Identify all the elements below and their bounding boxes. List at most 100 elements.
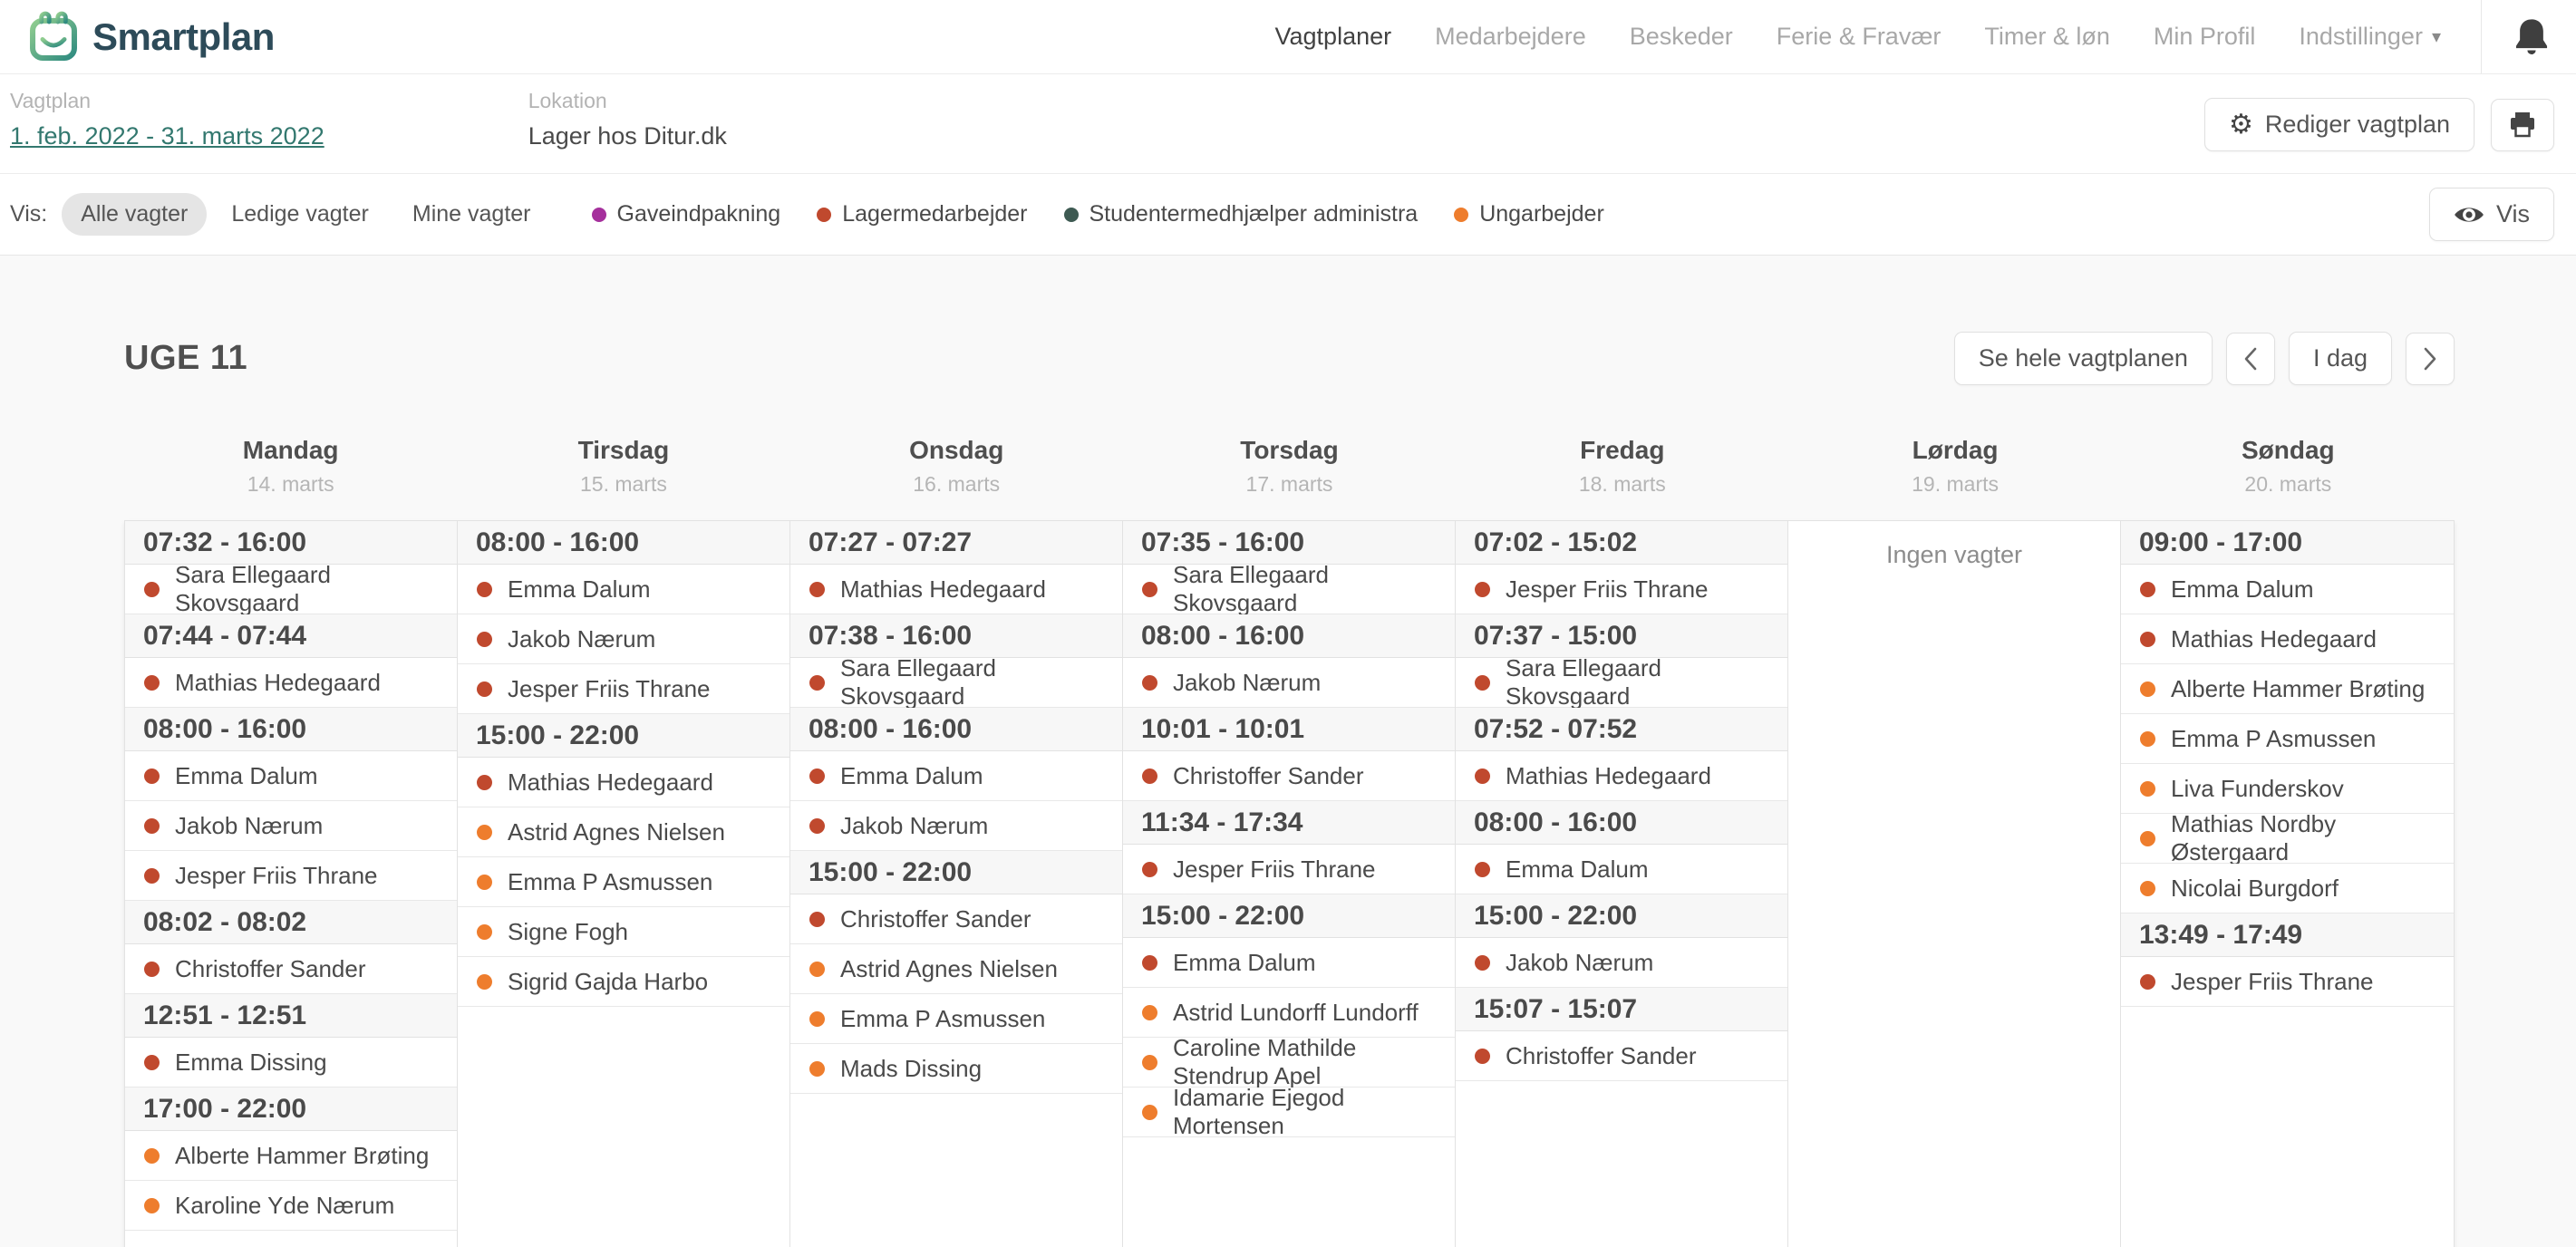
shift-person-row-jesper-friis-thrane[interactable]: Jesper Friis Thrane <box>125 851 457 901</box>
see-full-plan-button[interactable]: Se hele vagtplanen <box>1953 332 2213 385</box>
legend-item-studentermedhjaelper-administra[interactable]: Studentermedhjælper administra <box>1063 201 1419 227</box>
shift-type-dot-lagermedarbejder <box>2140 581 2155 597</box>
shift-type-dot-ungarbejder <box>2140 681 2155 697</box>
shift-person-row-mathias-hedegaard[interactable]: Mathias Hedegaard <box>2121 614 2454 664</box>
shift-person-row-jesper-friis-thrane[interactable]: Jesper Friis Thrane <box>1456 565 1787 614</box>
nav-item-indstillinger[interactable]: Indstillinger ▾ <box>2299 23 2441 51</box>
shift-person-row-jakob-naerum[interactable]: Jakob Nærum <box>125 801 457 851</box>
person-name: Sara Ellegaard Skovsgaard <box>840 654 996 710</box>
shift-person-row-nicolai-burgdorf[interactable]: Nicolai Burgdorf <box>2121 864 2454 914</box>
shift-person-row-mads-dissing[interactable]: Mads Dissing <box>790 1044 1122 1094</box>
legend-item-ungarbejder[interactable]: Ungarbejder <box>1454 201 1604 227</box>
shift-type-dot-lagermedarbejder <box>144 961 160 977</box>
shift-time-row: 07:37 - 15:00 <box>1456 614 1787 658</box>
day-date: 20. marts <box>2244 472 2332 496</box>
shift-time-row: 13:49 - 17:49 <box>2121 914 2454 957</box>
nav-item-timer-loen[interactable]: Timer & løn <box>1984 23 2110 51</box>
legend-item-gaveindpakning[interactable]: Gaveindpakning <box>591 201 780 227</box>
shift-person-row-emma-p-asmussen[interactable]: Emma P Asmussen <box>458 857 789 907</box>
shift-person-row-emma-dalum[interactable]: Emma Dalum <box>458 565 789 614</box>
shift-time-row: 10:01 - 10:01 <box>1123 708 1455 751</box>
nav-item-beskeder[interactable]: Beskeder <box>1630 23 1733 51</box>
view-options-button[interactable]: Vis <box>2428 188 2554 241</box>
edit-plan-button[interactable]: ⚙ Rediger vagtplan <box>2203 98 2474 151</box>
shift-person-row-liva-funderskov[interactable]: Liva Funderskov <box>2121 764 2454 814</box>
shift-person-row-christoffer-sander[interactable]: Christoffer Sander <box>1123 751 1455 801</box>
person-name: Mathias Nordby Østergaard <box>2171 810 2337 865</box>
shift-person-row-sigrid-gajda-harbo[interactable]: Sigrid Gajda Harbo <box>458 957 789 1007</box>
shift-person-row-signe-fogh[interactable]: Signe Fogh <box>458 907 789 957</box>
shift-person-row-christoffer-sander[interactable]: Christoffer Sander <box>1456 1031 1787 1081</box>
person-name: Jesper Friis Thrane <box>2171 967 2374 995</box>
shift-person-row-emma-dalum[interactable]: Emma Dalum <box>1456 845 1787 894</box>
shift-person-row-jesper-friis-thrane[interactable]: Jesper Friis Thrane <box>1123 845 1455 894</box>
shift-person-row-alberte-hammer-broeting[interactable]: Alberte Hammer Brøting <box>125 1131 457 1181</box>
shift-person-row-sara-ellegaard-skovsgaard[interactable]: Sara Ellegaard Skovsgaard <box>1123 561 1455 616</box>
day-name: Fredag <box>1580 436 1665 464</box>
location-group: Lokation Lager hos Ditur.dk <box>528 89 727 150</box>
filter-label: Vis: <box>10 201 48 227</box>
person-name: Emma P Asmussen <box>840 1004 1046 1032</box>
plan-period-link[interactable]: 1. feb. 2022 - 31. marts 2022 <box>10 122 324 150</box>
shift-person-row-mathias-hedegaard[interactable]: Mathias Hedegaard <box>790 565 1122 614</box>
shift-person-row-christoffer-sander[interactable]: Christoffer Sander <box>125 944 457 994</box>
person-name: Emma P Asmussen <box>2171 724 2377 752</box>
shift-person-row-emma-dalum[interactable]: Emma Dalum <box>125 751 457 801</box>
shift-person-row-mathias-hedegaard[interactable]: Mathias Hedegaard <box>1456 751 1787 801</box>
shift-person-row-sara-ellegaard-skovsgaard[interactable]: Sara Ellegaard Skovsgaard <box>125 561 457 616</box>
person-name: Caroline Mathilde Stendrup Apel <box>1173 1034 1357 1089</box>
shift-person-row-emma-dalum[interactable]: Emma Dalum <box>2121 565 2454 614</box>
day-name: Søndag <box>2242 436 2335 464</box>
next-week-button[interactable] <box>2406 332 2455 385</box>
day-date: 17. marts <box>1245 472 1333 496</box>
shift-person-row-jesper-friis-thrane[interactable]: Jesper Friis Thrane <box>2121 957 2454 1007</box>
nav-item-min-profil[interactable]: Min Profil <box>2154 23 2256 51</box>
legend-item-lagermedarbejder[interactable]: Lagermedarbejder <box>817 201 1028 227</box>
filter-pill-ledige-vagter[interactable]: Ledige vagter <box>231 201 369 227</box>
shift-person-row-emma-p-asmussen[interactable]: Emma P Asmussen <box>2121 714 2454 764</box>
shift-person-row-astrid-agnes-nielsen[interactable]: Astrid Agnes Nielsen <box>458 807 789 857</box>
shift-person-row-astrid-lundorff-lundorff[interactable]: Astrid Lundorff Lundorff <box>1123 988 1455 1038</box>
shift-person-row-sara-ellegaard-skovsgaard[interactable]: Sara Ellegaard Skovsgaard <box>1456 654 1787 710</box>
shift-person-row-karoline-yde-naerum[interactable]: Karoline Yde Nærum <box>125 1181 457 1231</box>
shift-person-row-mathias-hedegaard[interactable]: Mathias Hedegaard <box>125 658 457 708</box>
shift-person-row-emma-dalum[interactable]: Emma Dalum <box>790 751 1122 801</box>
shift-person-row-caroline-mathilde-stendrup-apel[interactable]: Caroline Mathilde Stendrup Apel <box>1123 1034 1455 1089</box>
shift-person-row-mathias-nordby-oestergaard[interactable]: Mathias Nordby Østergaard <box>2121 810 2454 865</box>
shift-person-row-jakob-naerum[interactable]: Jakob Nærum <box>790 801 1122 851</box>
notifications-bell-icon[interactable] <box>2513 16 2576 58</box>
filter-pill-mine-vagter[interactable]: Mine vagter <box>412 201 531 227</box>
shift-person-row-emma-dissing[interactable]: Emma Dissing <box>125 1038 457 1088</box>
chevron-down-icon: ▾ <box>2431 27 2441 47</box>
person-name: Sara Ellegaard Skovsgaard <box>1506 654 1661 710</box>
shift-person-row-emma-p-asmussen[interactable]: Emma P Asmussen <box>790 994 1122 1044</box>
shift-person-row-sara-ellegaard-skovsgaard[interactable]: Sara Ellegaard Skovsgaard <box>790 654 1122 710</box>
shift-type-dot-ungarbejder <box>144 1197 160 1213</box>
today-button[interactable]: I dag <box>2288 332 2392 385</box>
shift-person-row-mathias-hedegaard[interactable]: Mathias Hedegaard <box>458 758 789 807</box>
week-content: UGE 11 Se hele vagtplanen I dag Mandag 14… <box>0 256 2576 1247</box>
person-name: Emma Dalum <box>840 761 983 789</box>
legend-label: Studentermedhjælper administra <box>1089 201 1419 227</box>
gear-icon: ⚙ <box>2228 109 2253 140</box>
shift-type-dot-ungarbejder <box>477 824 492 840</box>
previous-week-button[interactable] <box>2225 332 2275 385</box>
nav-item-medarbejdere[interactable]: Medarbejdere <box>1435 23 1586 51</box>
logo[interactable]: Smartplan <box>27 11 275 63</box>
shift-person-row-christoffer-sander[interactable]: Christoffer Sander <box>790 894 1122 944</box>
shift-person-row-astrid-agnes-nielsen[interactable]: Astrid Agnes Nielsen <box>790 944 1122 994</box>
shift-person-row-jesper-friis-thrane[interactable]: Jesper Friis Thrane <box>458 664 789 714</box>
filter-pill-alle-vagter[interactable]: Alle vagter <box>62 193 208 236</box>
shift-person-row-jakob-naerum[interactable]: Jakob Nærum <box>1123 658 1455 708</box>
nav-item-ferie-fravaer[interactable]: Ferie & Fravær <box>1777 23 1942 51</box>
shift-type-dot-lagermedarbejder <box>1142 674 1157 691</box>
shift-person-row-emma-dalum[interactable]: Emma Dalum <box>1123 938 1455 988</box>
top-nav: Smartplan Vagtplaner Medarbejdere Beskeder… <box>0 0 2576 74</box>
print-button[interactable] <box>2491 98 2554 151</box>
shift-person-row-jakob-naerum[interactable]: Jakob Nærum <box>458 614 789 664</box>
shift-person-row-idamarie-ejegod-mortensen[interactable]: Idamarie Ejegod Mortensen <box>1123 1084 1455 1139</box>
shift-type-dot-lagermedarbejder <box>1475 954 1490 971</box>
nav-item-vagtplaner[interactable]: Vagtplaner <box>1275 23 1392 51</box>
shift-person-row-jakob-naerum[interactable]: Jakob Nærum <box>1456 938 1787 988</box>
shift-person-row-alberte-hammer-broeting[interactable]: Alberte Hammer Brøting <box>2121 664 2454 714</box>
